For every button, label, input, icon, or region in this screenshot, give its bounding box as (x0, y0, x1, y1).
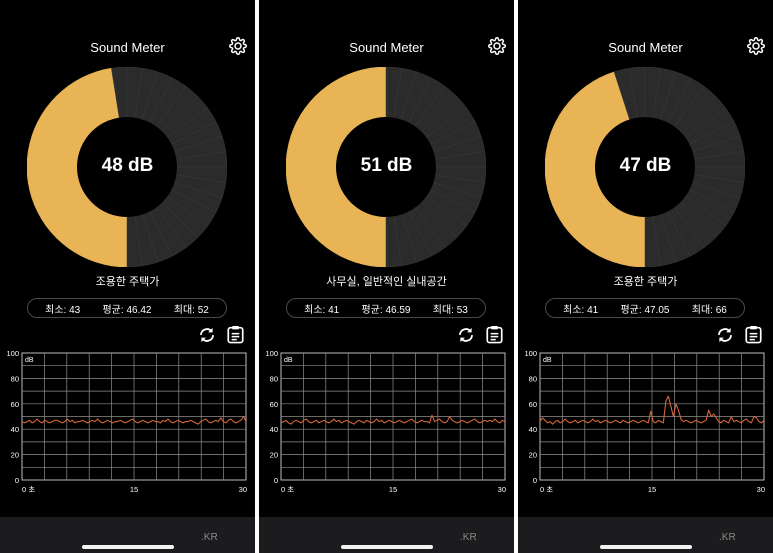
refresh-icon[interactable] (716, 326, 734, 344)
y-tick-label: 100 (6, 349, 19, 358)
y-tick-label: 80 (11, 374, 19, 383)
settings-gear-icon[interactable] (488, 37, 506, 55)
y-tick-label: 80 (270, 374, 278, 383)
noise-status-label: 조용한 주택가 (613, 276, 678, 288)
domain-label: .KR (460, 532, 477, 543)
db-trace-line (21, 415, 247, 425)
stats-bar: 최소: 41 평균: 46.59 최대: 53 (286, 298, 486, 318)
db-history-chart: dB 100 80 60 40 20 0 0 초 15 30 (518, 347, 773, 499)
y-unit-label: dB (543, 357, 552, 364)
y-tick-label: 40 (270, 425, 278, 434)
x-tick-label: 0 초 (540, 485, 553, 494)
stats-bar: 최소: 43 평균: 46.42 최대: 52 (27, 298, 227, 318)
stats-bar: 최소: 41 평균: 47.05 최대: 66 (545, 298, 745, 318)
y-tick-label: 40 (529, 425, 537, 434)
db-gauge-dial (545, 67, 745, 267)
x-tick-label: 30 (239, 485, 247, 494)
max-value: 66 (715, 304, 727, 316)
x-tick-label: 30 (757, 485, 765, 494)
y-tick-label: 0 (533, 476, 537, 485)
avg-label: 평균: (361, 304, 383, 316)
db-history-chart: dB 100 80 60 40 20 0 0 초 15 30 (0, 347, 255, 499)
home-indicator[interactable] (82, 545, 174, 549)
y-tick-label: 80 (529, 374, 537, 383)
db-trace-line (280, 414, 506, 425)
db-gauge-dial (27, 67, 227, 267)
refresh-icon[interactable] (198, 326, 216, 344)
max-label: 최대: (173, 304, 195, 316)
refresh-icon[interactable] (457, 326, 475, 344)
y-tick-label: 0 (15, 476, 19, 485)
min-label: 최소: (45, 304, 67, 316)
min-value: 43 (69, 304, 81, 316)
noise-status-label: 사무실, 일반적인 실내공간 (326, 276, 447, 288)
db-history-chart: dB 100 80 60 40 20 0 0 초 15 30 (259, 347, 514, 499)
home-indicator[interactable] (600, 545, 692, 549)
avg-value: 47.05 (644, 304, 670, 316)
gauge-center (77, 117, 177, 217)
min-value: 41 (587, 304, 599, 316)
phone-screen-2: Sound Meter 51 dB 사무실, 일반적인 실내공간 최소: 41 … (259, 0, 514, 553)
max-label: 최대: (691, 304, 713, 316)
gauge-center (595, 117, 695, 217)
x-tick-label: 15 (130, 485, 138, 494)
avg-label: 평균: (102, 304, 124, 316)
y-tick-label: 20 (11, 451, 19, 460)
y-tick-label: 60 (529, 400, 537, 409)
clipboard-icon[interactable] (486, 325, 503, 344)
db-reading: 47 dB (619, 155, 672, 176)
y-tick-label: 0 (274, 476, 278, 485)
gauge-center (336, 117, 436, 217)
y-tick-label: 60 (270, 400, 278, 409)
y-tick-label: 20 (270, 451, 278, 460)
max-value: 52 (197, 304, 209, 316)
phone-screen-1: Sound Meter 48 dB 조용한 주택가 최소: 43 평균: 46.… (0, 0, 255, 553)
y-unit-label: dB (284, 357, 293, 364)
max-label: 최대: (432, 304, 454, 316)
domain-label: .KR (719, 532, 736, 543)
y-unit-label: dB (25, 357, 34, 364)
settings-gear-icon[interactable] (229, 37, 247, 55)
y-tick-label: 20 (529, 451, 537, 460)
y-tick-label: 100 (265, 349, 278, 358)
clipboard-icon[interactable] (745, 325, 762, 344)
app-title: Sound Meter (608, 40, 683, 55)
app-title: Sound Meter (90, 40, 165, 55)
db-reading: 48 dB (101, 155, 154, 176)
y-tick-label: 60 (11, 400, 19, 409)
db-reading: 51 dB (360, 155, 413, 176)
noise-status-label: 조용한 주택가 (95, 276, 160, 288)
x-tick-label: 0 초 (22, 485, 35, 494)
max-value: 53 (456, 304, 468, 316)
x-tick-label: 0 초 (281, 485, 294, 494)
x-tick-label: 15 (389, 485, 397, 494)
min-label: 최소: (304, 304, 326, 316)
app-title: Sound Meter (349, 40, 424, 55)
db-trace-line (539, 395, 765, 425)
min-label: 최소: (563, 304, 585, 316)
x-tick-label: 30 (498, 485, 506, 494)
min-value: 41 (328, 304, 340, 316)
db-gauge-dial (286, 67, 486, 267)
phone-screen-3: Sound Meter 47 dB 조용한 주택가 최소: 41 평균: 47.… (518, 0, 773, 553)
y-tick-label: 100 (524, 349, 537, 358)
avg-value: 46.59 (385, 304, 411, 316)
avg-value: 46.42 (126, 304, 152, 316)
avg-label: 평균: (620, 304, 642, 316)
settings-gear-icon[interactable] (747, 37, 765, 55)
x-tick-label: 15 (648, 485, 656, 494)
home-indicator[interactable] (341, 545, 433, 549)
clipboard-icon[interactable] (227, 325, 244, 344)
domain-label: .KR (201, 532, 218, 543)
y-tick-label: 40 (11, 425, 19, 434)
